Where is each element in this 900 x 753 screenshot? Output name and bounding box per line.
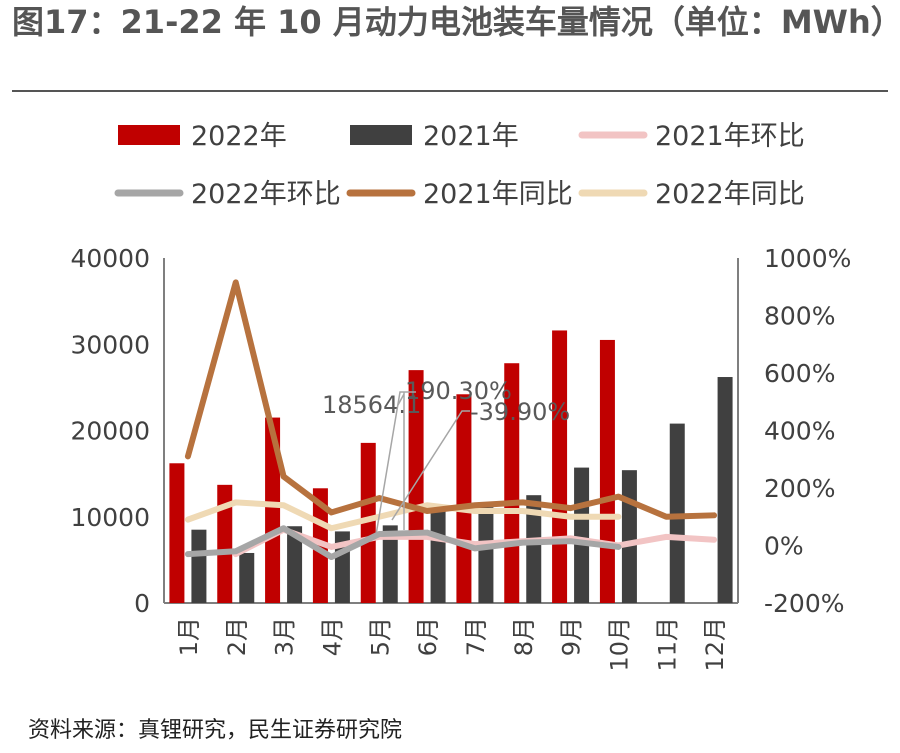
bar-2021 (526, 495, 542, 603)
x-tick-label: 6月 (414, 617, 442, 656)
bar-2021 (239, 552, 255, 603)
x-tick-label: 12月 (701, 617, 729, 672)
legend-label: 2021年环比 (655, 121, 805, 152)
title-divider (12, 90, 888, 92)
line-2021-yoy (184, 279, 718, 520)
bar-2022 (599, 339, 615, 603)
bar-2021 (430, 508, 446, 603)
chart-title: 图17：21-22 年 10 月动力电池装车量情况（单位：MWh） (12, 3, 900, 41)
bar-2021 (478, 507, 494, 603)
legend-swatch (118, 125, 180, 145)
chart: 0 10000 20000 30000 40000 -200% 0% 200% 400% 600%… (70, 121, 851, 672)
x-tick-label: 3月 (271, 617, 299, 656)
bar-2021 (191, 529, 207, 603)
line-2022-mom (184, 525, 622, 560)
x-tick-label: 10月 (605, 617, 633, 672)
annotation-label: 190.30% (405, 377, 512, 405)
right-tick-label: -200% (764, 589, 845, 618)
right-tick-label: 200% (764, 474, 835, 503)
line-2022-yoy (184, 499, 622, 532)
x-tick-label: 8月 (510, 617, 538, 656)
annotation-label: -39.90% (470, 398, 570, 426)
left-tick-label: 40000 (70, 244, 150, 273)
bar-2022 (360, 442, 376, 603)
right-tick-label: 800% (764, 302, 835, 331)
bar-2021 (621, 470, 637, 603)
x-tick-label: 11月 (653, 617, 681, 672)
legend-label: 2022年 (191, 121, 287, 152)
bar-2022 (408, 370, 424, 603)
bar-2022 (456, 394, 472, 603)
left-tick-label: 30000 (70, 330, 150, 359)
x-tick-label: 2月 (223, 617, 251, 656)
bar-2021 (669, 423, 685, 603)
x-tick-label: 1月 (175, 617, 203, 656)
bar-2021 (382, 525, 398, 603)
left-tick-label: 0 (134, 589, 150, 618)
source-note: 资料来源：真锂研究，民生证券研究院 (28, 718, 403, 743)
annotation-leader (375, 391, 416, 536)
bar-2021 (287, 526, 303, 603)
x-tick-label: 5月 (366, 617, 394, 656)
right-tick-label: 1000% (764, 244, 851, 273)
legend-label: 2022年同比 (655, 179, 805, 210)
left-tick-label: 10000 (70, 503, 150, 532)
legend-label: 2022年环比 (191, 179, 341, 210)
line-2021-mom (232, 526, 718, 558)
bar-2021 (574, 467, 590, 603)
right-tick-label: 600% (764, 359, 835, 388)
annotation-leader (397, 392, 405, 530)
legend-swatch (350, 125, 412, 145)
bar-2022 (217, 484, 233, 603)
left-tick-label: 20000 (70, 417, 150, 446)
x-tick-label: 7月 (462, 617, 490, 656)
x-tick-label: 4月 (318, 617, 346, 656)
legend-label: 2021年同比 (423, 179, 573, 210)
annotation-leader (391, 410, 470, 521)
legend-label: 2021年 (423, 121, 519, 152)
bar-2022 (552, 330, 568, 603)
right-tick-label: 0% (764, 532, 804, 561)
bar-2022 (169, 463, 185, 603)
bar-2022 (265, 417, 281, 603)
x-tick-label: 9月 (558, 617, 586, 656)
right-tick-label: 400% (764, 417, 835, 446)
bar-2021 (717, 377, 733, 603)
